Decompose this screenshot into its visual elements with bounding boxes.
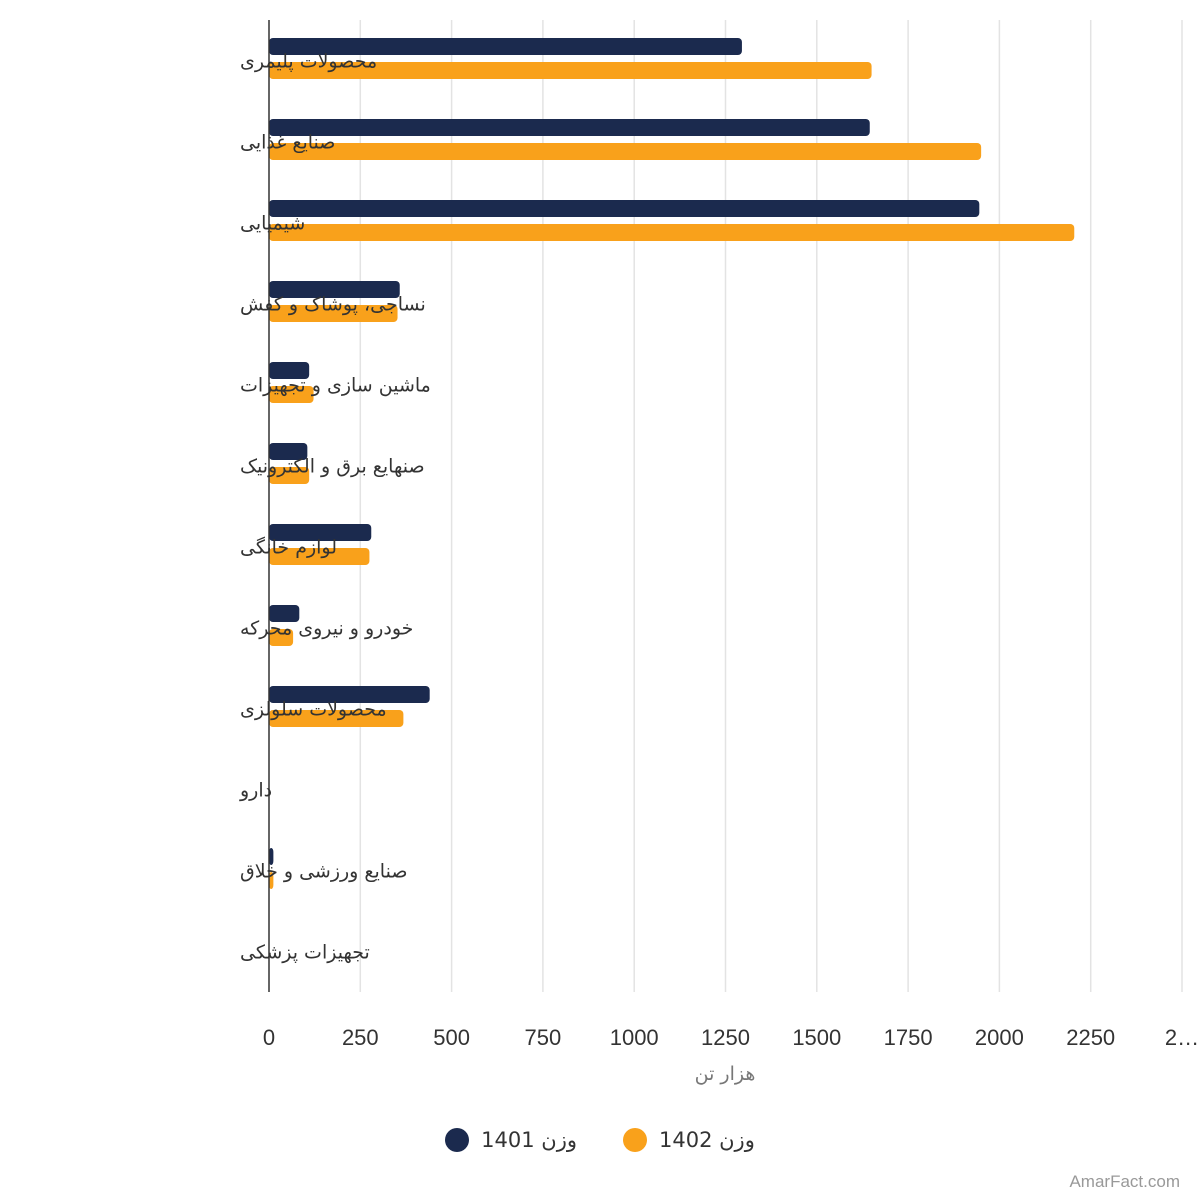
bar-1401[interactable] (269, 38, 742, 55)
category-label: دارو (239, 780, 272, 802)
x-tick-label: 0 (263, 1025, 275, 1050)
category-label: محصولات سلولزی (240, 699, 387, 721)
credit-text[interactable]: AmarFact.com (1069, 1172, 1180, 1191)
category-label: تجهیزات پزشکی (240, 942, 370, 964)
grid-lines (359, 20, 1183, 992)
bar-1402[interactable] (269, 548, 370, 565)
legend-item-1402[interactable]: وزن 1402 (623, 1128, 755, 1152)
x-tick-label: 2000 (975, 1025, 1024, 1050)
legend-label-1401: وزن 1401 (481, 1128, 577, 1152)
bar-1401[interactable] (269, 119, 870, 136)
x-tick-label: 2… (1165, 1025, 1199, 1050)
bar-1401[interactable] (269, 848, 274, 865)
bar-1401[interactable] (269, 605, 300, 622)
category-label: نساجی، پوشاک و کفش (240, 294, 426, 316)
category-label: محصولات پلیمری (240, 51, 377, 73)
bar-1401[interactable] (269, 281, 400, 298)
bar-1402[interactable] (269, 872, 274, 889)
bar-1402[interactable] (269, 224, 1075, 241)
bar-1402[interactable] (269, 143, 982, 160)
x-tick-label: 750 (525, 1025, 562, 1050)
legend-marker-1401 (445, 1128, 470, 1152)
category-label: شیمیایی (240, 213, 305, 235)
x-axis-ticks: 0 250 500 750 1000 1250 1500 1750 2000 2250 2… (263, 1025, 1199, 1050)
bar-1402[interactable] (269, 467, 310, 484)
bars (269, 38, 1075, 889)
bar-1402[interactable] (269, 305, 398, 322)
legend-label-1402: وزن 1402 (659, 1128, 755, 1152)
x-tick-label: 1000 (610, 1025, 659, 1050)
bar-1401[interactable] (269, 524, 372, 541)
bar-1402[interactable] (269, 710, 404, 727)
x-tick-label: 1500 (792, 1025, 841, 1050)
category-label: ماشین سازی و تجهیزات (240, 375, 431, 397)
category-label: صنایع ورزشی و خلاق (240, 861, 407, 883)
category-label: خودرو و نیروی محرکه (240, 618, 413, 640)
bar-1401[interactable] (269, 200, 980, 217)
bar-1401[interactable] (269, 443, 308, 460)
category-labels: محصولات پلیمری صنایع غذایی شیمیایی نساجی، پ… (239, 51, 431, 964)
bar-1401[interactable] (269, 686, 430, 703)
category-label: صنهایع برق و الکترونیک (240, 456, 425, 478)
legend-item-1401[interactable]: وزن 1401 (445, 1128, 577, 1152)
category-label: لوازم خانگی (240, 536, 337, 559)
x-tick-label: 1250 (701, 1025, 750, 1050)
legend: وزن 1401 وزن 1402 (0, 1120, 1200, 1160)
x-tick-label: 250 (342, 1025, 379, 1050)
x-tick-label: 2250 (1066, 1025, 1115, 1050)
legend-marker-1402 (623, 1128, 647, 1152)
x-tick-label: 500 (433, 1025, 470, 1050)
x-tick-label: 1750 (884, 1025, 933, 1050)
bar-1402[interactable] (269, 629, 294, 646)
bar-1402[interactable] (269, 386, 314, 403)
bar-1401[interactable] (269, 362, 310, 379)
category-label: صنایع غذایی (240, 132, 335, 154)
x-axis-title: هزار تن (695, 1063, 756, 1085)
bar-1402[interactable] (269, 62, 872, 79)
